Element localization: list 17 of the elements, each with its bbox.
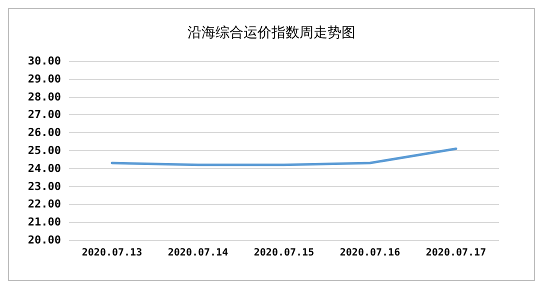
y-tick-label: 30.00 (28, 54, 61, 68)
x-tick-label: 2020.07.17 (426, 248, 486, 258)
y-tick-label: 27.00 (28, 108, 61, 122)
y-tick-label: 21.00 (28, 216, 61, 229)
y-tick-label: 26.00 (28, 126, 61, 140)
y-tick-label: 22.00 (28, 198, 61, 211)
x-tick-label: 2020.07.16 (340, 248, 400, 258)
y-tick-label: 24.00 (28, 162, 61, 175)
y-tick-label: 29.00 (28, 72, 61, 86)
x-tick-label: 2020.07.13 (82, 248, 142, 258)
y-tick-label: 28.00 (28, 90, 61, 104)
y-tick-label: 23.00 (28, 180, 61, 193)
chart-title: 沿海综合运价指数周走势图 (188, 25, 356, 41)
x-tick-label: 2020.07.15 (254, 248, 314, 258)
y-tick-label: 25.00 (28, 144, 61, 157)
x-tick-label: 2020.07.14 (168, 248, 228, 258)
y-tick-label: 20.00 (28, 234, 61, 246)
